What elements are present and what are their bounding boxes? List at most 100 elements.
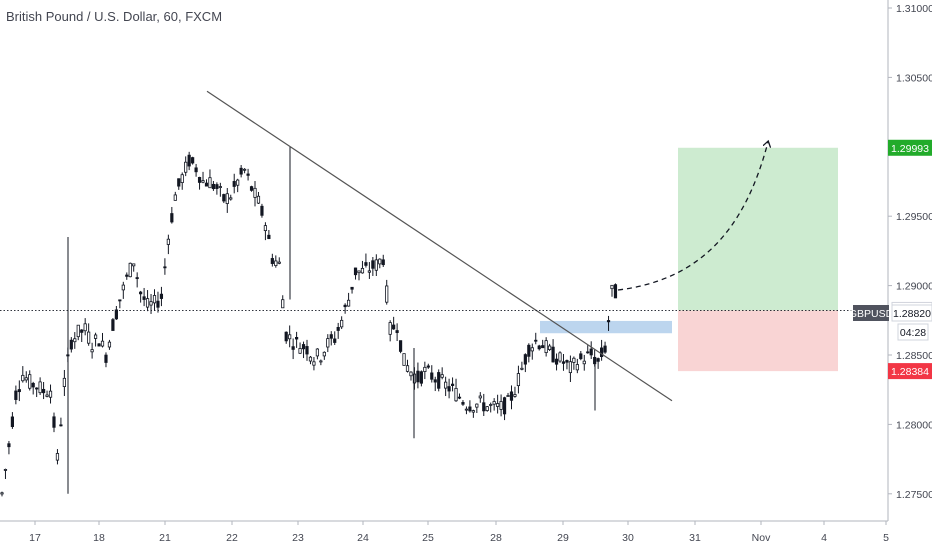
- candle-body: [544, 340, 548, 354]
- candle-body: [586, 351, 590, 354]
- x-tick-label: 28: [490, 532, 502, 544]
- x-tick-label: Nov: [752, 532, 771, 544]
- candle-body: [430, 372, 434, 380]
- candle-body: [489, 404, 493, 406]
- candle-body: [322, 351, 326, 357]
- stop-loss-zone: [678, 310, 838, 372]
- x-tick-label: 22: [226, 532, 238, 544]
- candle-body: [166, 238, 170, 245]
- candle-body: [575, 364, 579, 371]
- price-tag-box: [897, 323, 929, 341]
- candle-body: [232, 181, 236, 187]
- candle-body: [291, 346, 295, 350]
- candle-body: [35, 387, 39, 390]
- candle-body: [502, 397, 507, 415]
- candle-body: [461, 402, 465, 405]
- price-tag: 04:28: [897, 323, 929, 341]
- candle-body: [565, 360, 569, 363]
- candle-body: [426, 365, 430, 368]
- candle-body: [173, 194, 177, 201]
- candle-body: [48, 390, 53, 398]
- entry-zone: [540, 320, 672, 334]
- candle-body: [170, 213, 174, 223]
- candle-body: [336, 327, 340, 331]
- price-tag: 1.29993: [888, 139, 932, 156]
- candle-body: [312, 361, 316, 366]
- candle-body: [263, 225, 268, 232]
- candle-body: [90, 349, 94, 353]
- candle-body: [589, 348, 593, 356]
- candle-body: [159, 293, 164, 299]
- candle-body: [211, 183, 216, 190]
- price-tag-box: [888, 363, 932, 380]
- candle-body: [97, 343, 101, 347]
- candle-body: [554, 358, 559, 365]
- candle-body: [343, 304, 347, 308]
- x-tick-label: 23: [292, 532, 304, 544]
- candle-body: [225, 193, 229, 204]
- candle-body: [444, 381, 448, 389]
- candle-body: [93, 334, 98, 339]
- candle-body: [509, 391, 514, 401]
- y-tick-label: 1.28500: [896, 350, 932, 362]
- candle-body: [454, 387, 458, 402]
- candle-body: [405, 365, 410, 372]
- candle-body: [457, 396, 462, 399]
- candle-body: [364, 262, 368, 266]
- candle-body: [236, 179, 240, 186]
- x-tick-label: 5: [883, 532, 889, 544]
- candle-body: [447, 386, 451, 392]
- candle-body: [582, 360, 586, 365]
- candle-body: [31, 382, 35, 388]
- candle-body: [139, 291, 143, 295]
- take-profit-zone: [678, 147, 838, 311]
- candle-body: [295, 336, 299, 340]
- y-tick-label: 1.30500: [896, 72, 932, 84]
- candle-body: [111, 319, 115, 331]
- y-tick-label: 1.27500: [896, 489, 932, 501]
- candle-body: [125, 274, 129, 277]
- candle-body: [260, 205, 264, 216]
- price-tag: 1.28384: [888, 363, 932, 380]
- candle-body: [579, 353, 583, 360]
- candle-body: [433, 379, 437, 383]
- candle-body: [392, 324, 396, 330]
- x-tick-label: 21: [159, 532, 171, 544]
- candle-body: [329, 334, 333, 339]
- candle-body: [360, 267, 365, 274]
- x-tick-label: 31: [689, 532, 701, 544]
- candle-body: [561, 361, 566, 364]
- candle-body: [357, 270, 361, 274]
- price-tag-label: 1.28820: [893, 308, 931, 320]
- candle-body: [409, 371, 413, 377]
- candle-body: [530, 347, 534, 352]
- candle-body: [485, 406, 489, 411]
- candles: [0, 146, 618, 497]
- candle-body: [395, 330, 399, 333]
- candle-body: [281, 299, 285, 309]
- candle-body: [218, 186, 222, 188]
- candle-body: [534, 339, 538, 342]
- candle-body: [464, 408, 469, 411]
- candle-body: [450, 383, 455, 386]
- x-tick-label: 4: [821, 532, 827, 544]
- candle-body: [367, 270, 371, 273]
- candle-body: [10, 416, 14, 427]
- candle-body: [478, 395, 482, 399]
- candle-body: [197, 176, 202, 183]
- candle-body: [246, 173, 250, 176]
- candle-body: [73, 338, 77, 343]
- candle-body: [142, 296, 146, 300]
- candle-body: [308, 356, 313, 362]
- candle-body: [371, 260, 375, 269]
- candle-body: [28, 374, 32, 389]
- price-tag-label: 04:28: [900, 327, 926, 339]
- candle-body: [298, 348, 302, 354]
- y-tick-label: 1.31000: [896, 3, 932, 15]
- candle-body: [596, 358, 600, 362]
- candle-body: [62, 377, 66, 387]
- candle-body: [243, 168, 247, 171]
- y-tick-label: 1.28000: [896, 419, 932, 431]
- candle-body: [69, 339, 73, 350]
